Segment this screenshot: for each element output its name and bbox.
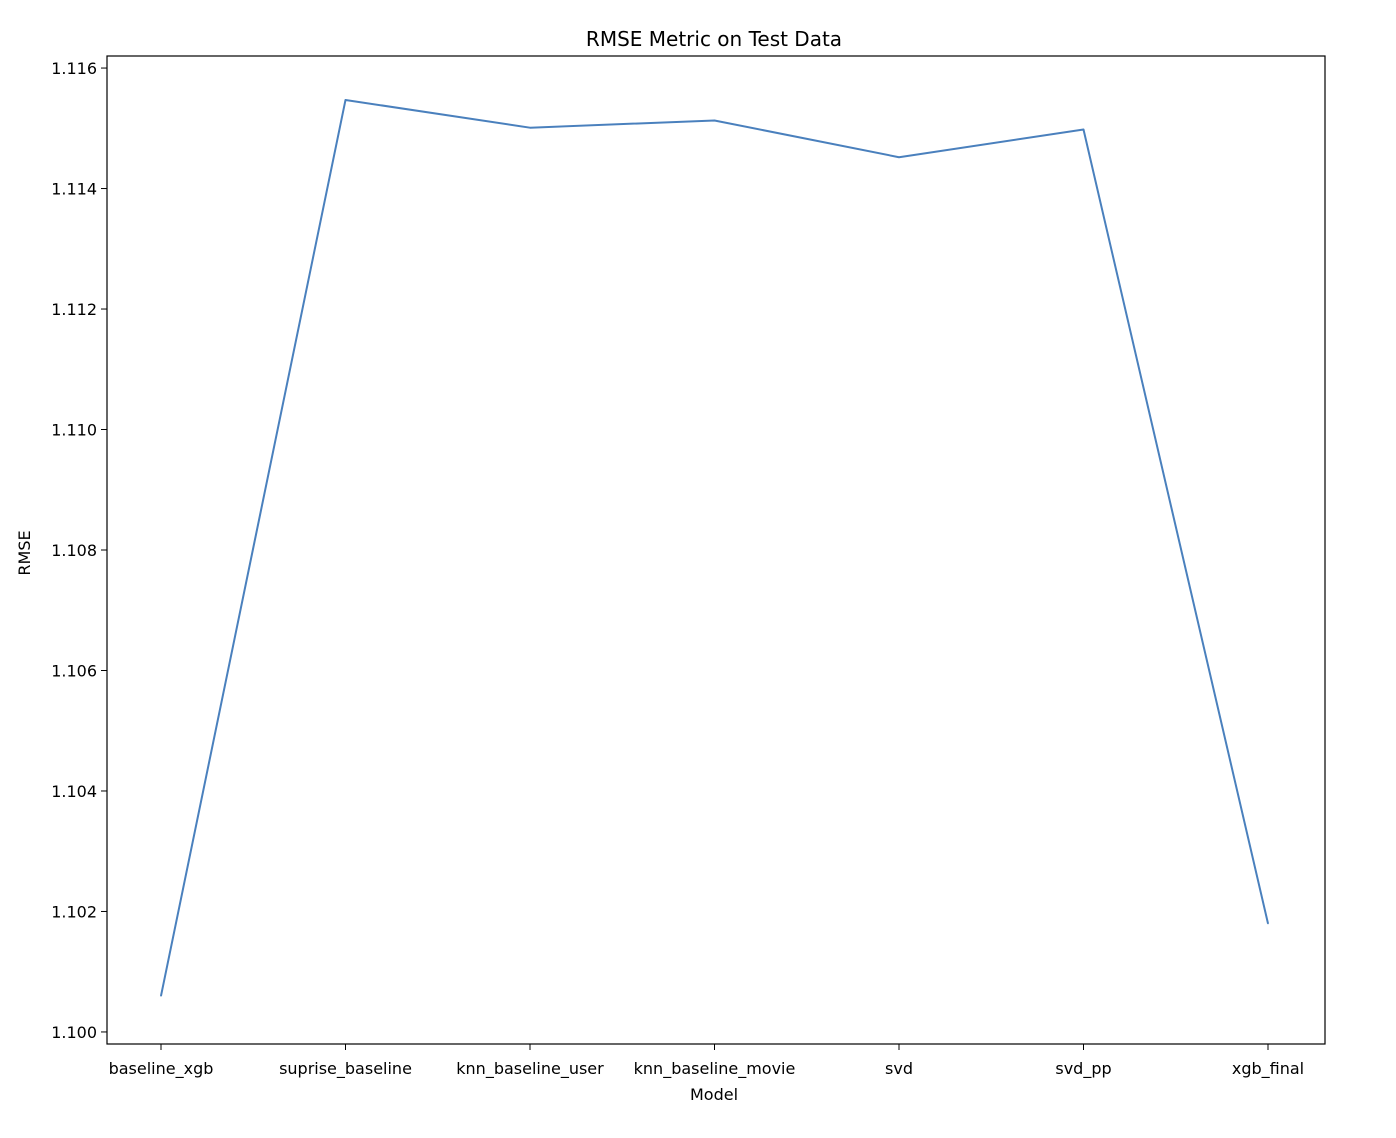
y-tick-label: 1.100 (51, 1023, 97, 1042)
y-tick-label: 1.116 (51, 59, 97, 78)
y-tick-label: 1.110 (51, 421, 97, 440)
plot-frame (106, 55, 1326, 1045)
data-point (344, 99, 347, 101)
data-point (1267, 922, 1269, 925)
x-axis: baseline_xgb suprise_baseline knn_baseline… (109, 1044, 1304, 1079)
data-point (898, 156, 900, 159)
y-axis-label: RMSE (15, 530, 34, 575)
y-tick-label: 1.114 (51, 180, 97, 199)
y-tick-label: 1.108 (51, 541, 97, 560)
x-axis-label: Model (690, 1085, 738, 1104)
data-point (1082, 128, 1085, 131)
data-point (529, 126, 531, 129)
y-tick-label: 1.112 (51, 300, 97, 319)
chart-title: RMSE Metric on Test Data (586, 27, 842, 51)
data-point (160, 995, 162, 997)
x-tick-label: knn_baseline_user (456, 1059, 604, 1079)
series-layer (160, 98, 1269, 997)
y-axis: 1.100 1.102 1.104 1.106 1.108 1.110 1.112 1.114… (51, 59, 107, 1042)
x-tick-label: xgb_final (1232, 1059, 1304, 1079)
y-tick-label: 1.102 (51, 902, 97, 921)
x-tick-label: knn_baseline_movie (634, 1059, 796, 1079)
data-point (713, 119, 716, 122)
x-tick-label: svd_pp (1055, 1059, 1111, 1079)
y-tick-label: 1.104 (51, 782, 97, 801)
x-tick-label: baseline_xgb (109, 1059, 214, 1079)
series-line (160, 98, 1269, 997)
x-tick-label: suprise_baseline (279, 1059, 412, 1079)
y-tick-label: 1.106 (51, 661, 97, 680)
x-tick-label: svd (885, 1059, 913, 1078)
